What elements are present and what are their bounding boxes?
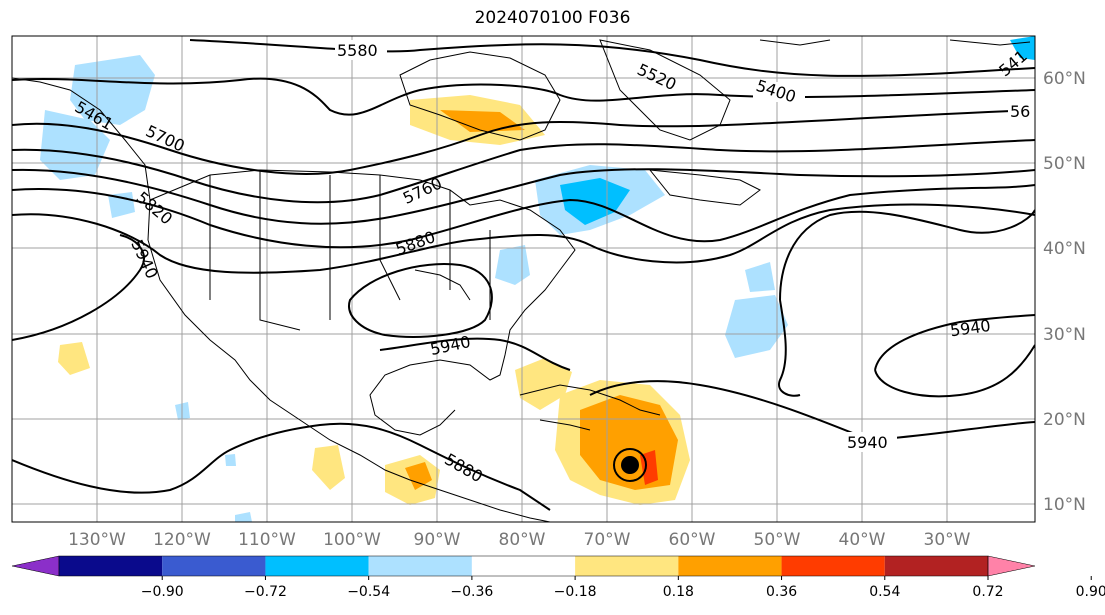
- colorbar-segment: [265, 556, 369, 576]
- lon-label: 90°W: [414, 530, 461, 550]
- lat-label: 30°N: [1043, 325, 1086, 345]
- colorbar-segments: [11, 555, 1036, 577]
- hurricane-center: [613, 448, 647, 482]
- graticule: [12, 36, 1035, 522]
- contour-label: 5820: [133, 188, 176, 229]
- lon-label: 110°W: [238, 530, 296, 550]
- lat-label: 20°N: [1043, 410, 1086, 430]
- contour-label: 5700: [143, 121, 188, 155]
- contour-label: 5520: [634, 60, 679, 94]
- colorbar: −0.90 −0.72 −0.54 −0.36 −0.18 0.18 0.36 0.54 0.7…: [11, 555, 1105, 600]
- lon-label: 60°W: [669, 530, 716, 550]
- colorbar-tick-label: −0.36: [450, 584, 493, 600]
- colorbar-segment: [987, 555, 1036, 577]
- colorbar-segment: [471, 556, 576, 576]
- longitude-labels: 130°W 120°W 110°W 100°W 90°W 80°W 70°W 6…: [68, 530, 971, 550]
- colorbar-tick-label: 0.90: [1076, 584, 1105, 600]
- lat-label: 10°N: [1043, 495, 1086, 515]
- lon-label: 30°W: [924, 530, 971, 550]
- contour-label: 5580: [337, 41, 378, 60]
- colorbar-outline: [58, 555, 989, 577]
- lon-label: 120°W: [153, 530, 211, 550]
- colorbar-segment: [884, 556, 988, 576]
- colorbar-segment: [59, 556, 163, 576]
- colorbar-tick-label: −0.54: [347, 584, 390, 600]
- lat-label: 50°N: [1043, 154, 1086, 174]
- lon-label: 70°W: [584, 530, 631, 550]
- colorbar-segment: [575, 556, 679, 576]
- colorbar-segment: [11, 555, 60, 577]
- lat-label: 40°N: [1043, 239, 1086, 259]
- lon-label: 130°W: [68, 530, 126, 550]
- lon-label: 40°W: [839, 530, 886, 550]
- contour-label: 5880: [441, 450, 486, 487]
- colorbar-segment: [368, 556, 472, 576]
- colorbar-segment: [781, 556, 885, 576]
- lon-label: 50°W: [754, 530, 801, 550]
- colorbar-tick-label: 0.36: [766, 584, 797, 600]
- colorbar-ticks: −0.90 −0.72 −0.54 −0.36 −0.18 0.18 0.36 0.54 0.7…: [141, 576, 1105, 600]
- height-contours: [12, 39, 1035, 511]
- contour-label: 5940: [949, 316, 992, 340]
- colorbar-tick-label: −0.90: [141, 584, 184, 600]
- contour-label: 5940: [127, 237, 161, 282]
- map-title: 2024070100 F036: [474, 8, 631, 28]
- colorbar-tick-label: 0.54: [869, 584, 900, 600]
- map-frame: [11, 35, 1036, 523]
- colorbar-tick-label: 0.18: [663, 584, 694, 600]
- lat-label: 60°N: [1043, 69, 1086, 89]
- lon-label: 80°W: [499, 530, 546, 550]
- contour-label: 5940: [847, 433, 888, 452]
- lon-label: 100°W: [323, 530, 381, 550]
- colorbar-tick-label: −0.18: [554, 584, 597, 600]
- colorbar-tick-label: 0.72: [972, 584, 1003, 600]
- colorbar-segment: [162, 556, 266, 576]
- colorbar-tick-label: −0.72: [244, 584, 287, 600]
- contour-label: 56: [1010, 102, 1030, 121]
- colorbar-segment: [678, 556, 782, 576]
- contour-label: 5880: [393, 227, 438, 259]
- latitude-labels: 60°N 50°N 40°N 30°N 20°N 10°N: [1043, 69, 1086, 515]
